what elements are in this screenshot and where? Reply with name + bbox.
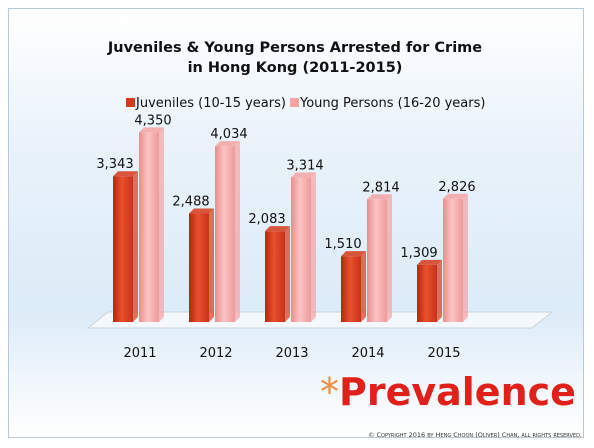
bar — [189, 213, 209, 322]
bar — [341, 256, 361, 322]
bar-top — [215, 141, 240, 147]
legend-label: Young Persons (16-20 years) — [299, 96, 485, 111]
data-label: 2,083 — [248, 212, 285, 227]
x-tick-label: 2015 — [427, 346, 460, 361]
asterisk: * — [320, 370, 339, 414]
bar-side — [285, 226, 290, 322]
bar-top — [291, 172, 316, 178]
legend-swatch — [290, 98, 299, 107]
data-label: 3,343 — [96, 157, 133, 172]
bar — [417, 264, 437, 322]
bar-side — [159, 127, 164, 322]
legend-swatch — [126, 98, 135, 107]
data-label: 1,309 — [400, 246, 437, 261]
bar-top — [189, 208, 214, 214]
x-tick-label: 2012 — [199, 346, 232, 361]
bar-side — [437, 259, 442, 322]
data-label: 2,826 — [438, 180, 475, 195]
bar — [443, 198, 463, 322]
bar-top — [139, 127, 164, 133]
bar-side — [133, 171, 138, 322]
bar-top — [443, 193, 468, 199]
bar-side — [361, 251, 366, 322]
bar-side — [311, 172, 316, 322]
data-label: 4,034 — [210, 127, 247, 142]
data-label: 2,488 — [172, 195, 209, 210]
data-label: 2,814 — [362, 180, 399, 195]
data-label: 3,314 — [286, 159, 323, 174]
bar-side — [209, 208, 214, 322]
bar — [113, 176, 133, 322]
x-tick-label: 2011 — [123, 346, 156, 361]
footer: © Copyright 2016 by Heng Choon (Oliver) … — [367, 431, 582, 439]
x-tick-label: 2013 — [275, 346, 308, 361]
bar-side — [387, 194, 392, 322]
data-label: 4,350 — [134, 113, 171, 128]
bar-top — [265, 226, 290, 232]
bar-top — [341, 251, 366, 257]
bar-top — [417, 259, 442, 265]
bar-side — [463, 193, 468, 322]
heading-text: Prevalence — [339, 370, 576, 414]
bar-side — [235, 141, 240, 322]
bar — [139, 132, 159, 322]
chart-title: Juveniles & Young Persons Arrested for C… — [107, 40, 483, 76]
heading: *Prevalence — [320, 370, 576, 414]
bar — [291, 177, 311, 322]
bar — [265, 231, 285, 322]
bar-top — [113, 171, 138, 177]
data-label: 1,510 — [324, 237, 361, 252]
bar — [215, 146, 235, 322]
x-tick-label: 2014 — [351, 346, 384, 361]
legend-label: Juveniles (10-15 years) — [135, 96, 286, 111]
bar-top — [367, 194, 392, 200]
bar — [367, 199, 387, 322]
